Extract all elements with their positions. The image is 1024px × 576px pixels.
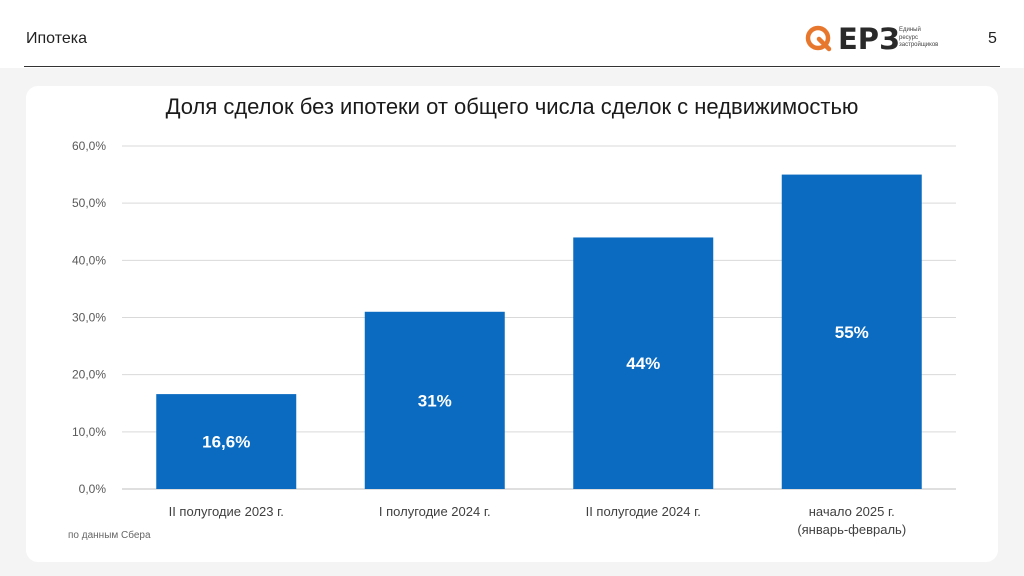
bar bbox=[781, 174, 922, 490]
data-label: 31% bbox=[418, 391, 452, 410]
chart-title: Доля сделок без ипотеки от общего числа … bbox=[165, 94, 859, 119]
bar bbox=[573, 237, 714, 489]
page-number: 5 bbox=[988, 30, 997, 47]
x-category-label: (январь-февраль) bbox=[797, 522, 906, 537]
header-divider bbox=[24, 66, 1000, 67]
source-note: по данным Сбера bbox=[68, 530, 151, 541]
logo-wordmark: ЕРЗ bbox=[838, 22, 900, 56]
logo-mark-icon bbox=[805, 25, 832, 52]
y-tick-label: 50,0% bbox=[72, 196, 106, 210]
logo-subtitle-line: ресурс bbox=[899, 34, 918, 41]
x-category-label: начало 2025 г. bbox=[809, 504, 895, 519]
data-label: 16,6% bbox=[202, 433, 250, 452]
y-tick-label: 40,0% bbox=[72, 253, 106, 267]
y-tick-label: 20,0% bbox=[72, 368, 106, 382]
y-tick-label: 0,0% bbox=[79, 482, 107, 496]
bar bbox=[364, 311, 505, 489]
x-category-label: I полугодие 2024 г. bbox=[379, 504, 491, 519]
logo-subtitle: Единый ресурс застройщиков bbox=[899, 27, 959, 50]
y-tick-label: 30,0% bbox=[72, 311, 106, 325]
logo-subtitle-line: застройщиков bbox=[899, 42, 939, 48]
logo-subtitle-line: Единый bbox=[899, 27, 921, 33]
section-title: Ипотека bbox=[26, 30, 88, 47]
header-bar: Ипотека ЕРЗ Единый ресурс застройщиков 5 bbox=[0, 0, 1024, 68]
x-category-label: II полугодие 2023 г. bbox=[169, 504, 284, 519]
data-label: 44% bbox=[626, 354, 660, 373]
x-category-label: II полугодие 2024 г. bbox=[586, 504, 701, 519]
y-tick-label: 60,0% bbox=[72, 139, 106, 153]
bar bbox=[156, 394, 297, 489]
y-tick-label: 10,0% bbox=[72, 425, 106, 439]
data-label: 55% bbox=[835, 323, 869, 342]
